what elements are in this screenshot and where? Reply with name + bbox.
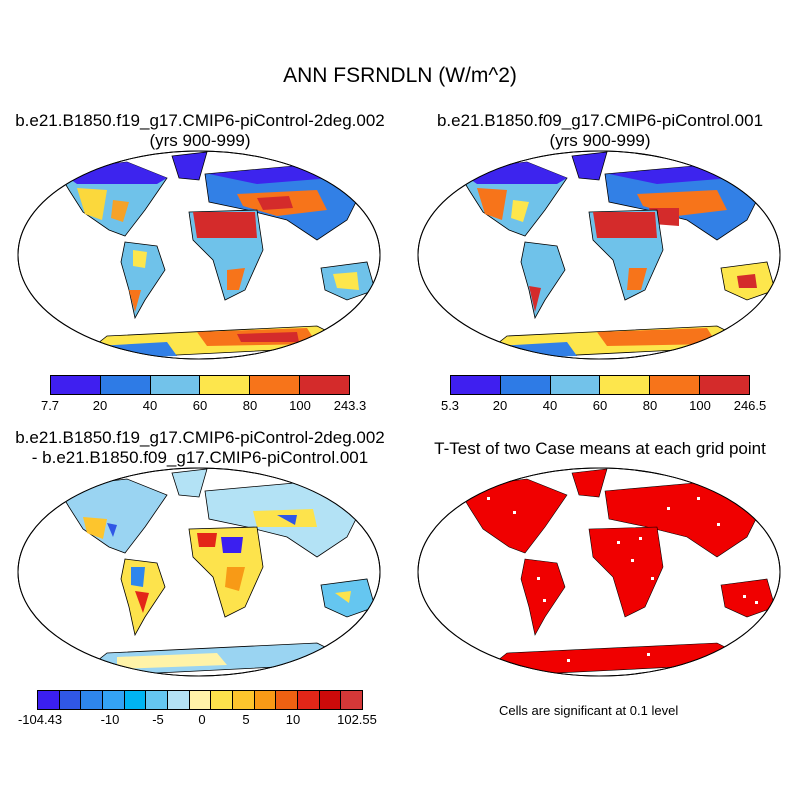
- colorbar-swatch: [200, 376, 251, 394]
- cbar-label: -104.43: [17, 712, 63, 727]
- colorbar-swatch: [276, 691, 299, 709]
- colorbar-swatch: [500, 376, 551, 394]
- panel-3-title: b.e21.B1850.f19_g17.CMIP6-piControl-2deg…: [0, 428, 400, 468]
- figure-title: ANN FSRNDLN (W/m^2): [283, 64, 517, 87]
- cbar-label: -10: [100, 712, 120, 727]
- cbar-label: 80: [242, 398, 258, 413]
- cbar-label: 100: [289, 398, 311, 413]
- colorbar-swatch: [51, 376, 101, 394]
- cbar-label: 60: [592, 398, 608, 413]
- colorbar-swatch: [59, 691, 82, 709]
- colorbar-swatch: [81, 691, 104, 709]
- cbar-label: 10: [285, 712, 301, 727]
- panel-4-title: T-Test of two Case means at each grid po…: [400, 439, 800, 459]
- panel-3-colorbar: [37, 690, 363, 710]
- panel-1-title: b.e21.B1850.f19_g17.CMIP6-piControl-2deg…: [0, 111, 400, 151]
- panel-2-map: [417, 150, 781, 360]
- cbar-label: 40: [542, 398, 558, 413]
- panel-3-map: [17, 467, 381, 677]
- colorbar-swatch: [124, 691, 147, 709]
- colorbar-swatch: [550, 376, 601, 394]
- colorbar-swatch: [298, 691, 320, 709]
- cbar-label: 20: [92, 398, 108, 413]
- panel-1-map: [17, 150, 381, 360]
- colorbar-swatch: [233, 691, 255, 709]
- colorbar-swatch: [650, 376, 701, 394]
- significance-note: Cells are significant at 0.1 level: [499, 703, 679, 718]
- cbar-label: 60: [192, 398, 208, 413]
- colorbar-swatch: [211, 691, 234, 709]
- panel-2-title-line2: (yrs 900-999): [549, 131, 651, 150]
- cbar-label: -5: [152, 712, 164, 727]
- cbar-label: 246.5: [733, 398, 767, 413]
- colorbar-swatch: [150, 376, 201, 394]
- colorbar-swatch: [146, 691, 169, 709]
- cbar-label: 0: [198, 712, 206, 727]
- cbar-label: 80: [642, 398, 658, 413]
- panel-1-title-line2: (yrs 900-999): [149, 131, 251, 150]
- panel-1-title-line1: b.e21.B1850.f19_g17.CMIP6-piControl-2deg…: [15, 111, 385, 130]
- colorbar-swatch: [250, 376, 301, 394]
- cbar-label: 100: [689, 398, 711, 413]
- colorbar-swatch: [451, 376, 501, 394]
- colorbar-swatch: [38, 691, 60, 709]
- colorbar-swatch: [103, 691, 125, 709]
- cbar-label: 40: [142, 398, 158, 413]
- panel-1-colorbar: [50, 375, 350, 395]
- panel-3-title-line2: - b.e21.B1850.f09_g17.CMIP6-piControl.00…: [31, 448, 369, 467]
- colorbar-swatch: [254, 691, 277, 709]
- colorbar-swatch: [341, 691, 363, 709]
- cbar-label: 5.3: [440, 398, 460, 413]
- panel-3-title-line1: b.e21.B1850.f19_g17.CMIP6-piControl-2deg…: [15, 428, 385, 447]
- panel-4-map: [417, 467, 781, 677]
- panel-2-colorbar: [450, 375, 750, 395]
- panel-2-title: b.e21.B1850.f09_g17.CMIP6-piControl.001 …: [400, 111, 800, 151]
- colorbar-swatch: [300, 376, 349, 394]
- colorbar-swatch: [700, 376, 749, 394]
- cbar-label: 7.7: [40, 398, 60, 413]
- cbar-label: 20: [492, 398, 508, 413]
- colorbar-swatch: [168, 691, 190, 709]
- panel-4-title-line1: T-Test of two Case means at each grid po…: [434, 439, 766, 458]
- cbar-label: 102.55: [337, 712, 377, 727]
- cbar-label: 5: [242, 712, 250, 727]
- colorbar-swatch: [100, 376, 151, 394]
- cbar-label: 243.3: [333, 398, 367, 413]
- colorbar-swatch: [189, 691, 212, 709]
- colorbar-swatch: [600, 376, 651, 394]
- colorbar-swatch: [319, 691, 342, 709]
- panel-2-title-line1: b.e21.B1850.f09_g17.CMIP6-piControl.001: [436, 111, 764, 130]
